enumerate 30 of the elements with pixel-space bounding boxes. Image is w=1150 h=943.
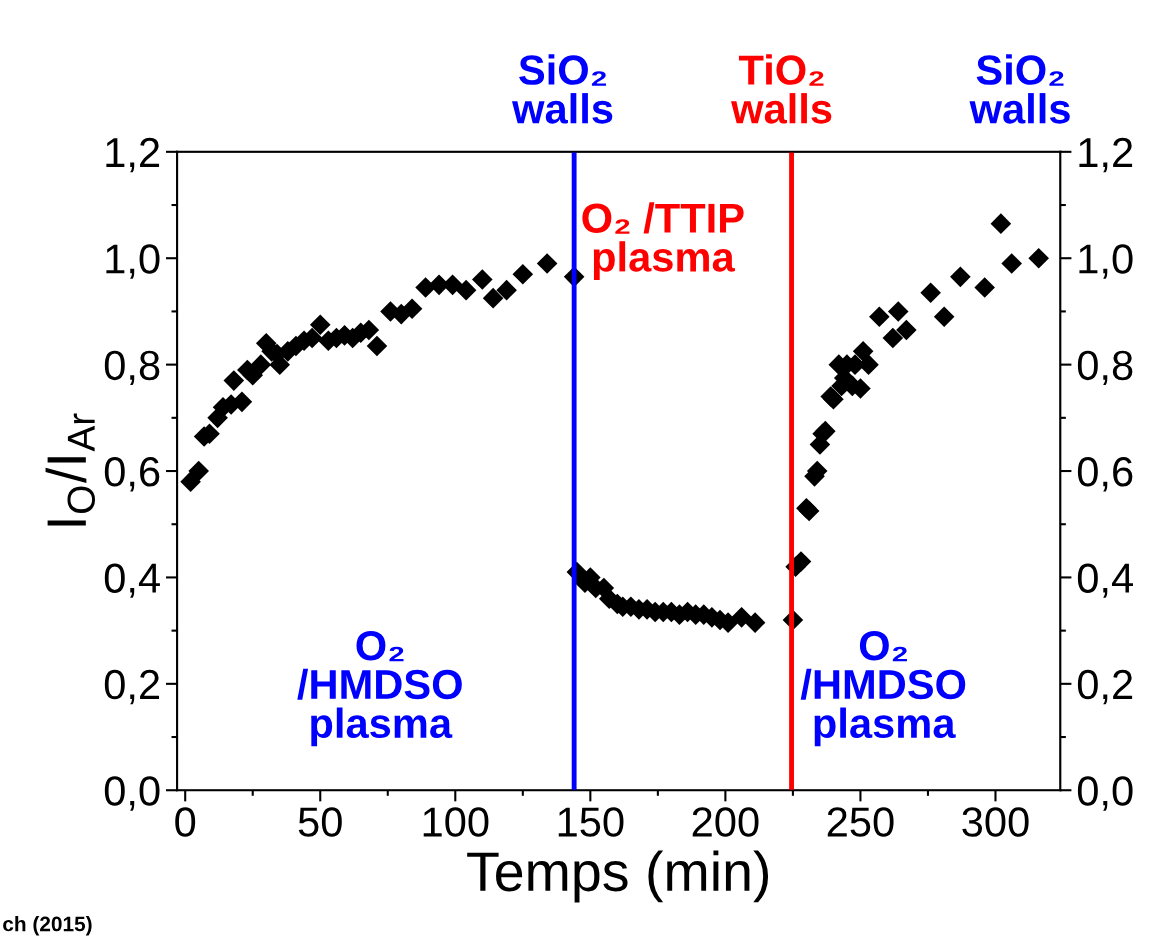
annotation: O₂ /HMDSO plasma: [800, 630, 966, 747]
text: SiO₂ walls: [511, 54, 613, 124]
y-tick-label: 1,0: [106, 244, 160, 279]
y2-tick-label: 1,0: [1079, 244, 1133, 279]
text: SiO₂ walls: [969, 54, 1070, 124]
y2-tick-label: 0,4: [1077, 563, 1133, 598]
y-axis-title: I$_{O}$/I$_{Ar}$: [45, 413, 96, 526]
annotation: O₂ /TTIP plasma: [582, 202, 744, 281]
y-tick-label: 0,0: [104, 776, 160, 811]
y2-tick-label: 1,2: [1079, 137, 1133, 173]
annotation: O₂ /HMDSO plasma: [297, 630, 462, 747]
text: ch (2015): [3, 916, 92, 936]
x-tick-label: 150: [558, 807, 624, 837]
y-tick-label: 0,4: [104, 563, 160, 598]
x-axis-title: Temps (min): [467, 850, 769, 903]
y-tick-label: 0,2: [104, 669, 160, 705]
x-tick-label: 250: [827, 807, 894, 837]
x-tick-label: 50: [298, 807, 342, 837]
x-tick-label: 100: [423, 807, 489, 837]
y2-tick-label: 0,8: [1077, 350, 1133, 386]
x-tick-label: 0: [175, 807, 196, 837]
y-tick-label: 1,2: [106, 137, 160, 173]
y2-tick-label: 0,0: [1077, 776, 1133, 811]
x-tick-label: 300: [962, 807, 1029, 837]
text: TiO₂ walls: [731, 54, 832, 124]
y2-tick-label: 0,6: [1077, 457, 1133, 492]
y-tick-label: 0,6: [104, 457, 160, 492]
x-tick-label: 200: [692, 807, 759, 837]
y2-tick-label: 0,2: [1077, 669, 1133, 705]
y-tick-label: 0,8: [104, 350, 160, 386]
